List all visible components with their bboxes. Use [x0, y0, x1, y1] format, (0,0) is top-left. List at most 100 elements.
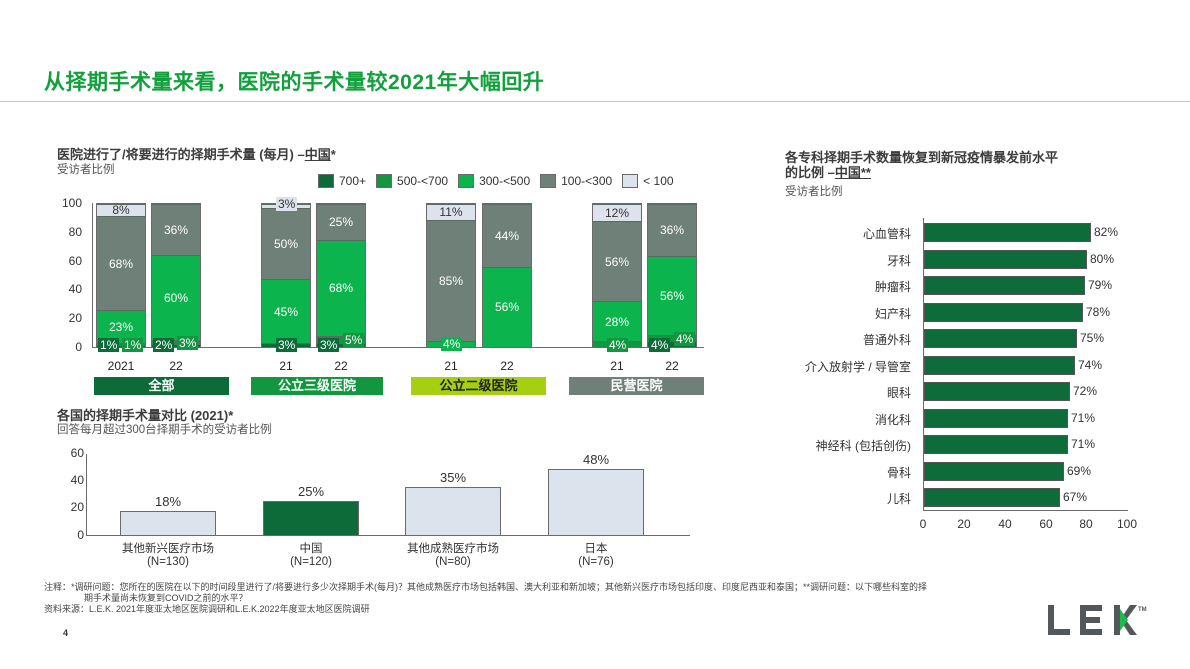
seg-label: 50% — [273, 236, 299, 251]
chart1-title-country: 中国 — [304, 147, 331, 162]
x-axis — [86, 535, 690, 536]
chart2-title: 各国的择期手术量对比 (2021)* — [57, 408, 234, 423]
chart3-title-line1: 各专科择期手术数量恢复到新冠疫情暴发前水平 — [785, 150, 1059, 165]
x-label: 21 — [610, 359, 624, 373]
y-axis — [92, 203, 93, 348]
x-label: 22 — [500, 359, 514, 373]
chip-label: 3% — [276, 338, 298, 352]
bar-label: 心血管科 — [862, 227, 911, 241]
bar-label: 肿瘤科 — [874, 280, 911, 294]
seg-300: 56% — [483, 266, 531, 347]
seg-label: 36% — [163, 223, 189, 238]
y-tick: 60 — [70, 446, 84, 460]
seg-lt100: 8% — [97, 203, 145, 218]
seg-label: 68% — [108, 256, 134, 271]
bar-gastroenterology — [924, 409, 1068, 428]
chart3-subtitle: 受访者比例 — [785, 186, 843, 198]
seg-lt100: 12% — [593, 204, 641, 221]
bar-value: 72% — [1073, 384, 1098, 398]
svg-text:TM: TM — [1138, 607, 1147, 613]
chart1-title-suffix: * — [330, 147, 336, 162]
bar-label: 介入放射学 / 导管室 — [804, 360, 911, 374]
bar-label: 妇产科 — [874, 307, 911, 321]
chart3-title: 各专科择期手术数量恢复到新冠疫情暴发前水平 的比例 –中国** — [785, 150, 1058, 180]
seg-700 — [317, 343, 365, 347]
x-label: 21 — [444, 359, 458, 373]
bar-cardiology — [924, 223, 1091, 242]
seg-lt100: 11% — [427, 204, 475, 220]
bar-value: 71% — [1071, 411, 1096, 425]
group-label-tier2: 公立二级医院 — [411, 377, 546, 395]
category-name: 日本 — [584, 543, 608, 555]
seg-300: 56% — [648, 255, 696, 336]
bar-tier3-2022: 68% 25% — [316, 203, 366, 348]
bar-value: 48% — [582, 452, 610, 467]
bar-label: 普通外科 — [862, 333, 911, 347]
x-tick: 100 — [1116, 517, 1138, 531]
chip-label: 1% — [122, 338, 144, 352]
seg-100: 44% — [483, 204, 531, 267]
seg-700 — [152, 344, 200, 347]
seg-100: 56% — [593, 220, 641, 302]
seg-500 — [317, 336, 365, 344]
seg-500 — [152, 340, 200, 345]
source-note: 资料来源：L.E.K. 2021年度亚太地区医院调研和L.E.K.2022年度亚… — [44, 604, 370, 614]
bar-emerging — [120, 511, 216, 536]
bar-mature — [405, 487, 501, 536]
chart3-title-country: 中国** — [834, 165, 871, 180]
chart1-title-prefix: 医院进行了/将要进行的择期手术量 (每月) – — [57, 147, 305, 162]
category-n: (N=80) — [435, 556, 471, 568]
chart3-title-prefix: 的比例 – — [785, 165, 835, 180]
x-tick: 0 — [919, 517, 927, 531]
legend-item-500: 500-<700 — [376, 174, 448, 188]
group-label-all: 全部 — [94, 377, 229, 395]
bar-general-surgery — [924, 329, 1077, 348]
bar-dental — [924, 250, 1087, 269]
bar-obgyn — [924, 303, 1083, 322]
bar-private-2022: 56% 36% — [647, 203, 697, 348]
bar-label: 神经科 (包括创伤) — [815, 439, 911, 453]
y-tick: 20 — [68, 311, 82, 325]
chip-label: 3% — [276, 197, 298, 211]
seg-label: 8% — [112, 203, 130, 218]
chip-label: 4% — [649, 338, 671, 352]
y-tick: 40 — [70, 473, 84, 487]
bar-tier2-2022: 56% 44% — [482, 203, 532, 348]
group-label-tier3: 公立三级医院 — [251, 377, 383, 395]
bar-oncology — [924, 276, 1085, 295]
seg-label: 23% — [108, 320, 134, 335]
legend-swatch — [540, 174, 557, 188]
legend-item-100: 100-<300 — [540, 174, 612, 188]
seg-100: 68% — [97, 215, 145, 311]
seg-label: 36% — [659, 223, 685, 238]
seg-label: 56% — [659, 288, 685, 303]
chip-label: 1% — [98, 338, 120, 352]
bar-label: 骨科 — [886, 466, 911, 480]
seg-100: 50% — [262, 207, 310, 279]
bar-label: 儿科 — [886, 492, 911, 506]
x-axis — [92, 347, 704, 348]
y-tick: 100 — [61, 196, 82, 210]
chart2-subtitle: 回答每月超过300台择期手术的受访者比例 — [57, 424, 272, 436]
x-tick: 80 — [1079, 517, 1093, 531]
bar-value: 82% — [1094, 225, 1119, 239]
bar-pediatrics — [924, 488, 1060, 507]
category-label: 日本 (N=76) — [526, 543, 666, 569]
legend-swatch — [622, 174, 639, 188]
seg-label: 60% — [163, 291, 189, 306]
seg-700 — [648, 341, 696, 347]
y-tick: 0 — [75, 340, 82, 354]
category-n: (N=120) — [290, 556, 332, 568]
lek-logo: TM — [1048, 603, 1148, 637]
category-name: 中国 — [299, 543, 323, 555]
legend-label: 100-<300 — [561, 174, 613, 188]
bar-label: 牙科 — [886, 254, 911, 268]
x-label: 22 — [169, 359, 183, 373]
bar-neurology — [924, 435, 1068, 454]
bar-tier3-2021: 45% 50% — [261, 203, 311, 348]
bar-value: 69% — [1067, 464, 1092, 478]
bar-value: 80% — [1090, 252, 1115, 266]
bar-label: 眼科 — [886, 386, 911, 400]
legend-label: 500-<700 — [397, 174, 449, 188]
footnote-line2: 期手术量尚未恢复到COVID之前的水平？ — [84, 593, 248, 603]
